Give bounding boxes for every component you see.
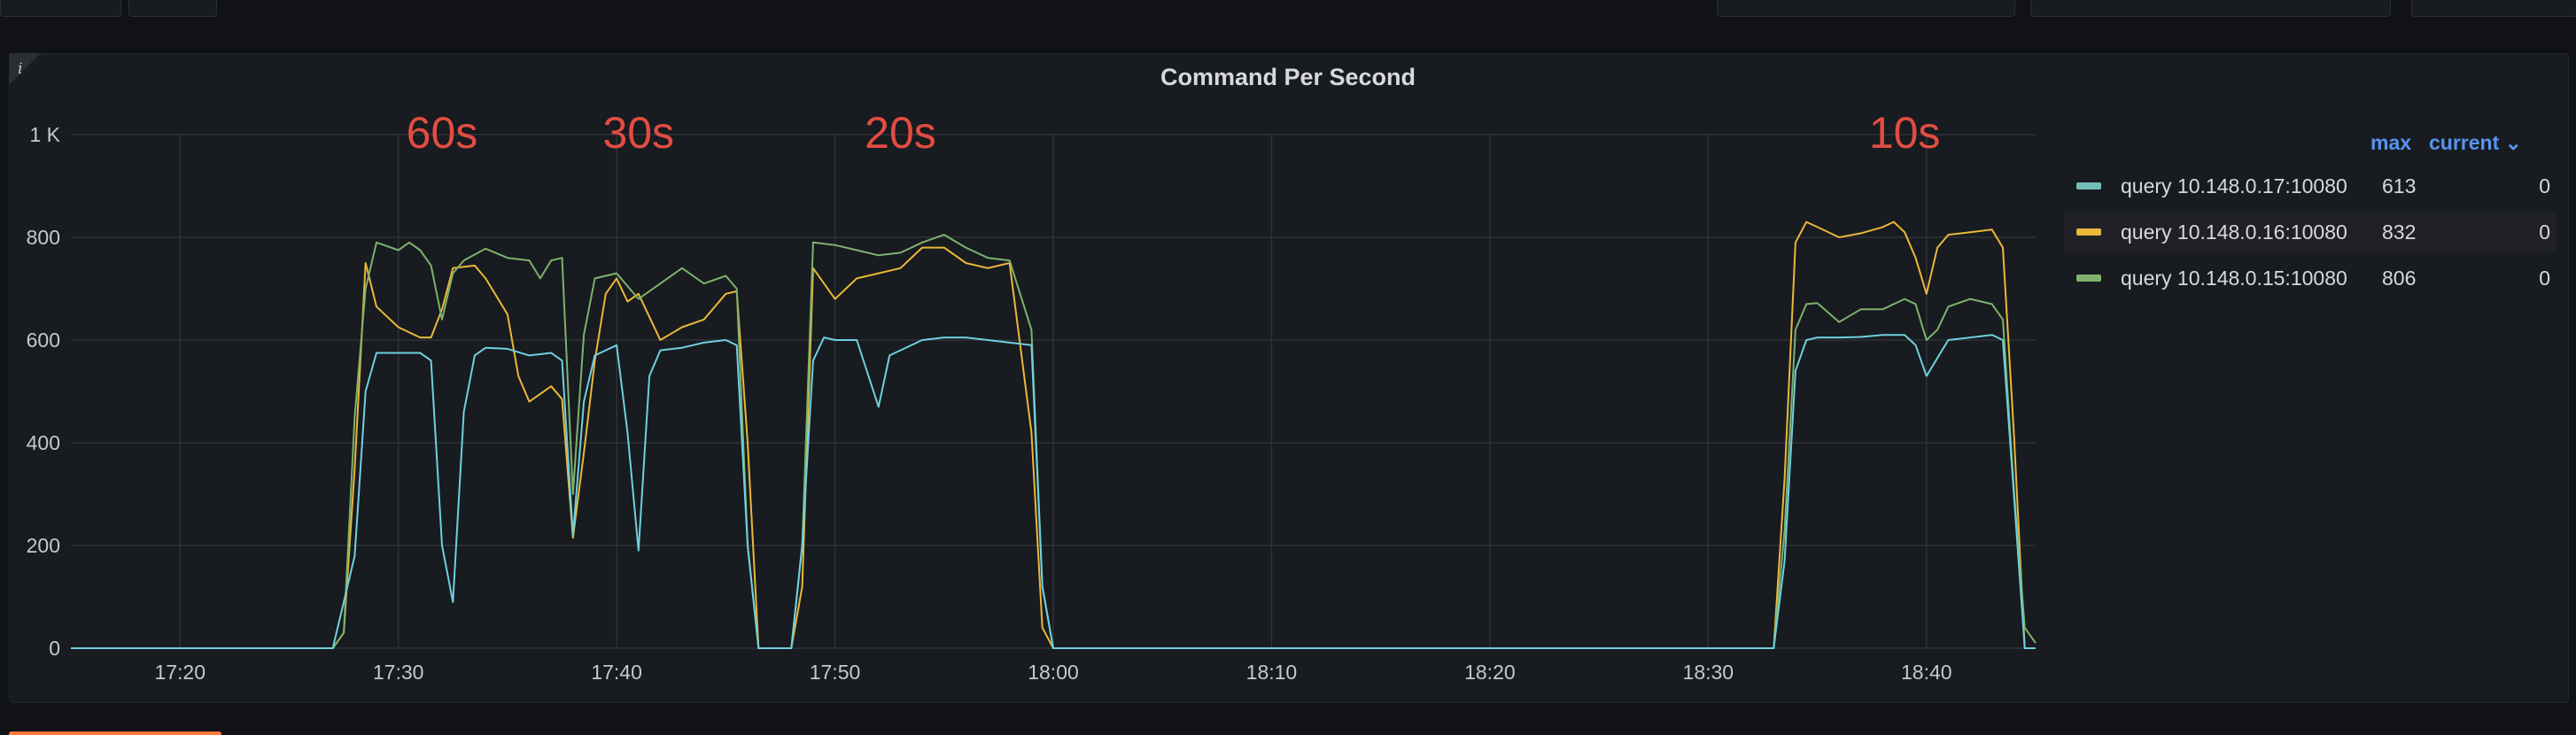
- x-tick-label: 17:30: [373, 661, 424, 684]
- graph-panel: [9, 53, 2569, 703]
- legend-row[interactable]: query 10.148.0.16:10080 832 0: [2064, 211, 2556, 253]
- y-tick-label: 800: [27, 226, 60, 249]
- toolbar-button[interactable]: [128, 0, 217, 17]
- legend-max-value: 832: [2382, 220, 2417, 244]
- annotation-label: 30s: [602, 108, 674, 158]
- series-color-swatch: [2076, 275, 2101, 282]
- legend-row[interactable]: query 10.148.0.15:10080 806 0: [2064, 257, 2556, 299]
- annotation-label: 20s: [865, 108, 936, 158]
- annotation-label: 60s: [407, 108, 478, 158]
- legend-max-value: 806: [2382, 266, 2417, 290]
- legend-max-value: 613: [2382, 174, 2417, 197]
- y-tick-label: 600: [27, 329, 60, 352]
- annotation-label: 10s: [1869, 108, 1941, 158]
- y-tick-label: 200: [27, 534, 60, 557]
- x-tick-label: 17:50: [810, 661, 861, 684]
- toolbar-button[interactable]: [0, 0, 121, 17]
- panel-title[interactable]: Command Per Second: [1160, 64, 1416, 90]
- time-range-control[interactable]: [1717, 0, 2015, 17]
- legend-series-name: query 10.148.0.15:10080: [2121, 266, 2347, 290]
- legend-header-max[interactable]: max: [2370, 131, 2412, 154]
- y-tick-label: 0: [49, 637, 60, 660]
- series-color-swatch: [2076, 182, 2101, 190]
- series-line: [71, 334, 2036, 649]
- legend-header-current[interactable]: current ⌄: [2429, 131, 2522, 154]
- zoom-control[interactable]: [2030, 0, 2391, 17]
- x-tick-label: 18:00: [1028, 661, 1079, 684]
- x-tick-label: 17:20: [154, 661, 206, 684]
- legend-current-value: 0: [2539, 220, 2550, 244]
- series-color-swatch: [2076, 228, 2101, 236]
- legend-series-name: query 10.148.0.16:10080: [2121, 220, 2347, 244]
- y-tick-label: 400: [27, 431, 60, 454]
- legend-current-value: 0: [2539, 266, 2550, 290]
- series-line: [71, 220, 2036, 649]
- panel-corner: [9, 53, 41, 85]
- legend-current-value: 0: [2539, 174, 2550, 197]
- x-tick-label: 17:40: [591, 661, 642, 684]
- info-icon[interactable]: i: [18, 60, 23, 78]
- refresh-control[interactable]: [2411, 0, 2576, 17]
- x-tick-label: 18:30: [1683, 661, 1734, 684]
- x-tick-label: 18:10: [1246, 661, 1298, 684]
- y-tick-label: 1 K: [29, 123, 60, 146]
- legend-series-name: query 10.148.0.17:10080: [2121, 174, 2347, 197]
- x-tick-label: 18:20: [1464, 661, 1516, 684]
- x-tick-label: 18:40: [1901, 661, 1952, 684]
- legend-row[interactable]: query 10.148.0.17:10080 613 0: [2064, 165, 2556, 207]
- next-panel-header: [9, 731, 221, 735]
